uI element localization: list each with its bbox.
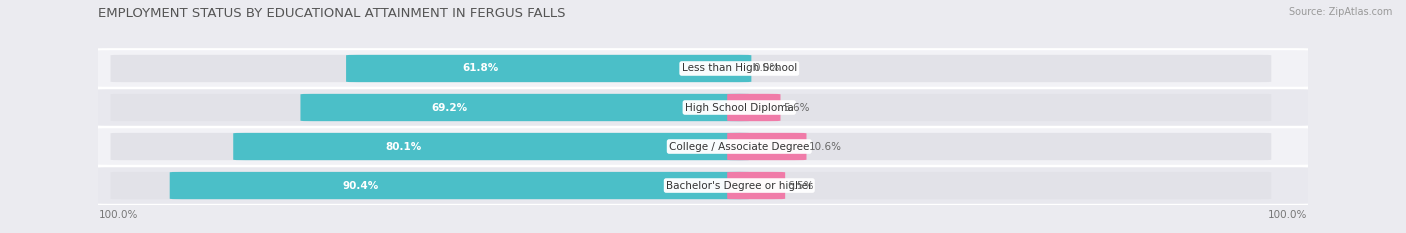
Text: EMPLOYMENT STATUS BY EDUCATIONAL ATTAINMENT IN FERGUS FALLS: EMPLOYMENT STATUS BY EDUCATIONAL ATTAINM… — [98, 7, 567, 20]
Text: 0.0%: 0.0% — [754, 63, 780, 73]
Text: 100.0%: 100.0% — [98, 210, 138, 220]
FancyBboxPatch shape — [727, 55, 1271, 82]
Text: Source: ZipAtlas.com: Source: ZipAtlas.com — [1288, 7, 1392, 17]
Text: Bachelor's Degree or higher: Bachelor's Degree or higher — [666, 181, 813, 191]
FancyBboxPatch shape — [727, 94, 780, 121]
FancyBboxPatch shape — [93, 49, 1313, 88]
Text: 5.6%: 5.6% — [783, 103, 810, 113]
Text: 80.1%: 80.1% — [385, 141, 422, 151]
FancyBboxPatch shape — [727, 94, 1271, 121]
FancyBboxPatch shape — [93, 166, 1313, 205]
FancyBboxPatch shape — [346, 55, 751, 82]
FancyBboxPatch shape — [93, 127, 1313, 166]
FancyBboxPatch shape — [727, 172, 1271, 199]
Text: High School Diploma: High School Diploma — [685, 103, 793, 113]
Text: Less than High School: Less than High School — [682, 63, 797, 73]
FancyBboxPatch shape — [111, 94, 751, 121]
Text: 6.5%: 6.5% — [787, 181, 814, 191]
FancyBboxPatch shape — [727, 172, 785, 199]
FancyBboxPatch shape — [111, 172, 751, 199]
FancyBboxPatch shape — [111, 133, 751, 160]
Text: 10.6%: 10.6% — [808, 141, 842, 151]
FancyBboxPatch shape — [111, 55, 751, 82]
FancyBboxPatch shape — [170, 172, 751, 199]
Text: 69.2%: 69.2% — [432, 103, 467, 113]
FancyBboxPatch shape — [233, 133, 751, 160]
Text: College / Associate Degree: College / Associate Degree — [669, 141, 810, 151]
Text: 90.4%: 90.4% — [342, 181, 378, 191]
FancyBboxPatch shape — [727, 133, 1271, 160]
FancyBboxPatch shape — [93, 88, 1313, 127]
FancyBboxPatch shape — [727, 133, 807, 160]
Text: 61.8%: 61.8% — [463, 63, 498, 73]
FancyBboxPatch shape — [301, 94, 751, 121]
Text: 100.0%: 100.0% — [1268, 210, 1308, 220]
